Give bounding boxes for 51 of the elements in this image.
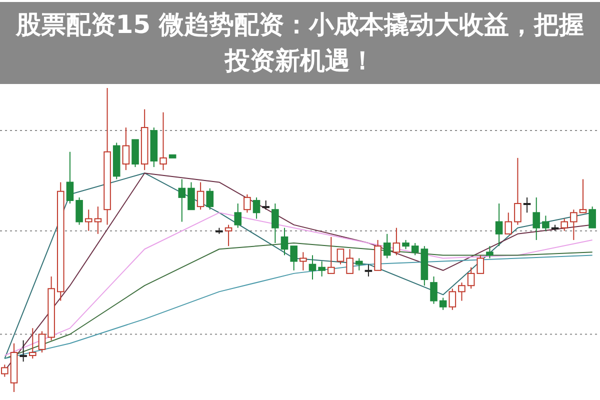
candlestick: [430, 276, 438, 304]
candlestick: [66, 151, 74, 204]
candlestick: [20, 340, 27, 362]
candlestick: [76, 196, 83, 226]
candlestick: [504, 212, 512, 234]
candlestick: [523, 196, 531, 214]
candlestick: [392, 227, 400, 256]
candlestick: [318, 260, 326, 277]
candlestick: [458, 282, 466, 302]
candlestick: [29, 328, 36, 360]
candlestick: [364, 264, 372, 277]
candlestick: [486, 246, 494, 259]
candlestick: [94, 206, 102, 234]
candlestick: [122, 127, 130, 171]
candlestick: [570, 209, 578, 240]
candlestick: [346, 248, 354, 274]
candlestick: [383, 233, 391, 259]
candlestick: [476, 254, 484, 274]
candlestick: [280, 227, 288, 256]
candlestick: [196, 182, 204, 210]
candlestick: [588, 206, 596, 228]
candlestick: [542, 215, 550, 232]
candlestick: [355, 258, 363, 271]
candlestick: [514, 157, 522, 226]
candlestick: [308, 254, 316, 280]
candlestick: [532, 196, 540, 240]
candlestick: [160, 112, 167, 171]
candlestick: [272, 203, 279, 244]
candlestick: [560, 218, 568, 232]
candlestick: [495, 203, 503, 247]
candlestick: [188, 182, 195, 210]
candlestick: [290, 246, 298, 271]
candlestick: [84, 209, 92, 232]
candlestick: [38, 330, 46, 353]
candlestick: [448, 288, 456, 310]
candlestick: [300, 252, 307, 271]
candlestick: [234, 203, 242, 228]
chart-title: 股票配资15 微趋势配资：小成本撬动大收益，把握投资新机遇！: [15, 9, 585, 77]
candlestick: [178, 178, 186, 222]
candlestick: [262, 200, 270, 210]
candlestick: [244, 194, 251, 214]
candlestick: [402, 240, 410, 250]
candlestick: [336, 248, 344, 265]
candlestick: [206, 188, 214, 210]
candlestick: [439, 297, 447, 310]
candlestick: [411, 242, 419, 256]
candlestick: [224, 224, 232, 247]
candlestick: [252, 196, 260, 220]
candlestick: [579, 178, 587, 214]
candlestick: [467, 266, 475, 290]
candlestick: [328, 236, 335, 274]
